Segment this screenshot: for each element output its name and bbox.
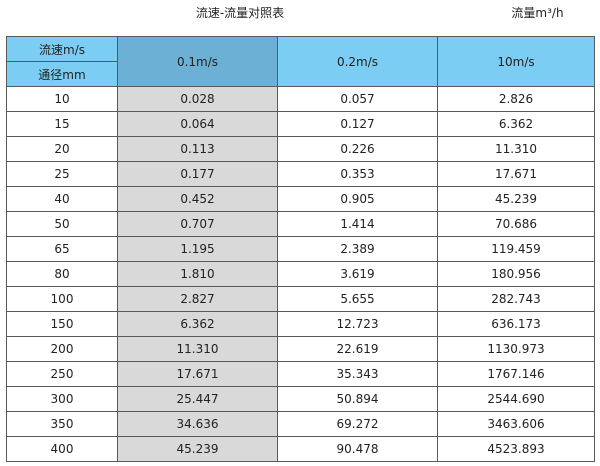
flow-cell: 2.826	[437, 86, 595, 112]
flow-cell: 69.272	[277, 411, 438, 437]
diameter-cell: 65	[6, 236, 118, 262]
flow-cell: 11.310	[117, 336, 278, 362]
flow-cell: 0.707	[117, 211, 278, 237]
flow-cell: 1.195	[117, 236, 278, 262]
flow-cell: 5.655	[277, 286, 438, 312]
column-header-0.1: 0.1m/s	[117, 36, 278, 87]
table-row: 65 1.195 2.389 119.459	[6, 236, 595, 262]
flow-cell: 180.956	[437, 261, 595, 287]
table-row: 10 0.028 0.057 2.826	[6, 86, 595, 112]
flow-cell: 282.743	[437, 286, 595, 312]
flow-cell: 45.239	[437, 186, 595, 212]
flow-cell: 0.127	[277, 111, 438, 137]
flow-cell: 34.636	[117, 411, 278, 437]
flow-cell: 0.905	[277, 186, 438, 212]
unit-label: 流量m³/h	[511, 6, 564, 20]
flow-cell: 45.239	[117, 436, 278, 462]
table-row: 150 6.362 12.723 636.173	[6, 311, 595, 337]
flow-cell: 35.343	[277, 361, 438, 387]
table-row: 20 0.113 0.226 11.310	[6, 136, 595, 162]
flow-cell: 12.723	[277, 311, 438, 337]
flow-cell: 0.452	[117, 186, 278, 212]
flow-cell: 3463.606	[437, 411, 595, 437]
flow-cell: 17.671	[117, 361, 278, 387]
diameter-cell: 80	[6, 261, 118, 287]
diameter-cell: 400	[6, 436, 118, 462]
flow-cell: 0.028	[117, 86, 278, 112]
flow-cell: 22.619	[277, 336, 438, 362]
table-row: 50 0.707 1.414 70.686	[6, 211, 595, 237]
corner-diameter-header: 通径mm	[6, 61, 118, 87]
flow-cell: 1.810	[117, 261, 278, 287]
diameter-cell: 150	[6, 311, 118, 337]
table-row: 400 45.239 90.478 4523.893	[6, 436, 595, 462]
flow-cell: 70.686	[437, 211, 595, 237]
flow-cell: 0.226	[277, 136, 438, 162]
table-row: 25 0.177 0.353 17.671	[6, 161, 595, 187]
flow-cell: 90.478	[277, 436, 438, 462]
flow-cell: 1767.146	[437, 361, 595, 387]
table-row: 100 2.827 5.655 282.743	[6, 286, 595, 312]
flow-cell: 6.362	[117, 311, 278, 337]
table-row: 350 34.636 69.272 3463.606	[6, 411, 595, 437]
diameter-cell: 20	[6, 136, 118, 162]
flow-cell: 11.310	[437, 136, 595, 162]
flow-cell: 0.057	[277, 86, 438, 112]
corner-velocity-header: 流速m/s	[6, 36, 118, 62]
flow-cell: 0.177	[117, 161, 278, 187]
flow-cell: 17.671	[437, 161, 595, 187]
flow-cell: 6.362	[437, 111, 595, 137]
table-row: 80 1.810 3.619 180.956	[6, 261, 595, 287]
flow-cell: 50.894	[277, 386, 438, 412]
column-header-10: 10m/s	[437, 36, 595, 87]
diameter-cell: 15	[6, 111, 118, 137]
flow-cell: 4523.893	[437, 436, 595, 462]
flow-cell: 2.389	[277, 236, 438, 262]
table-row: 15 0.064 0.127 6.362	[6, 111, 595, 137]
flow-cell: 0.353	[277, 161, 438, 187]
flow-cell: 0.113	[117, 136, 278, 162]
flow-cell: 1.414	[277, 211, 438, 237]
flow-cell: 1130.973	[437, 336, 595, 362]
table-row: 40 0.452 0.905 45.239	[6, 186, 595, 212]
flow-cell: 2544.690	[437, 386, 595, 412]
table-row: 200 11.310 22.619 1130.973	[6, 336, 595, 362]
diameter-cell: 250	[6, 361, 118, 387]
flow-cell: 25.447	[117, 386, 278, 412]
diameter-cell: 10	[6, 86, 118, 112]
diameter-cell: 100	[6, 286, 118, 312]
flow-table: 流速m/s 0.1m/s 0.2m/s 10m/s 通径mm 10 0.028 0.…	[6, 36, 595, 462]
table-row: 300 25.447 50.894 2544.690	[6, 386, 595, 412]
diameter-cell: 300	[6, 386, 118, 412]
table-row: 250 17.671 35.343 1767.146	[6, 361, 595, 387]
flow-cell: 636.173	[437, 311, 595, 337]
flow-cell: 119.459	[437, 236, 595, 262]
diameter-cell: 350	[6, 411, 118, 437]
column-header-0.2: 0.2m/s	[277, 36, 438, 87]
diameter-cell: 25	[6, 161, 118, 187]
diameter-cell: 200	[6, 336, 118, 362]
diameter-cell: 50	[6, 211, 118, 237]
flow-cell: 2.827	[117, 286, 278, 312]
table-title: 流速-流量对照表	[195, 6, 285, 20]
flow-cell: 3.619	[277, 261, 438, 287]
diameter-cell: 40	[6, 186, 118, 212]
flow-cell: 0.064	[117, 111, 278, 137]
